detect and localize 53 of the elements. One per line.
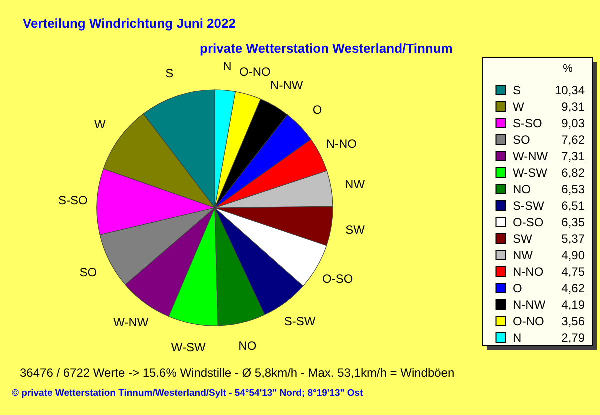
data-label: 3,56	[562, 314, 586, 328]
legend-label: S-SO	[513, 116, 542, 130]
slice-label: O-NO	[240, 64, 271, 79]
legend-label: W	[513, 100, 525, 114]
slice-label: O-SO	[322, 272, 354, 286]
data-label: 9,31	[562, 100, 586, 114]
legend-label: O	[513, 281, 522, 296]
data-label: 6,51	[562, 198, 586, 213]
data-label: 7,31	[562, 149, 586, 164]
slice-label: SO	[80, 265, 98, 280]
data-label: 4,75	[562, 264, 586, 279]
data-label: 4,19	[562, 298, 586, 312]
slice-label: W-SW	[171, 340, 206, 355]
slice-label: N	[223, 60, 232, 74]
slice-label: N-NW	[270, 78, 304, 93]
data-label: 10,34	[554, 83, 586, 98]
data-label: 9,03	[562, 116, 586, 130]
legend-label: N-NW	[513, 298, 546, 312]
slice-label: NW	[345, 178, 366, 192]
slice-label: SW	[346, 223, 366, 238]
chart-subtitle: private Wetterstation Westerland/Tinnum	[200, 41, 453, 56]
legend-label: S	[513, 83, 522, 98]
data-label: 2,79	[562, 330, 586, 345]
data-label: 6,35	[562, 215, 586, 230]
legend-label: NO	[513, 182, 531, 196]
chart-title: Verteilung Windrichtung Juni 2022	[23, 16, 236, 31]
legend-label: SO	[513, 132, 530, 147]
data-label: 5,37	[562, 232, 586, 246]
legend-label: W-SW	[513, 166, 548, 180]
text: 36476 / 6722 Werte -> 15.6% Windstille - Ø 5,8km/h - Max. 53,1km/h = Windböen	[20, 366, 455, 380]
legend-label: N	[513, 330, 522, 345]
slice-label: W	[94, 118, 106, 132]
legend-title: %	[563, 63, 574, 75]
legend-label: W-NW	[513, 149, 549, 164]
slice-label: S-SO	[58, 194, 88, 208]
slice-label: N-NO	[326, 136, 357, 151]
slice-label: W-NW	[114, 316, 150, 330]
slice-label: NO	[238, 339, 257, 354]
legend-label: N-NO	[513, 264, 544, 279]
data-label: 6,82	[562, 166, 586, 180]
legend-label: NW	[513, 248, 534, 262]
legend-label: S-SW	[513, 198, 546, 213]
slice-label: O	[312, 102, 322, 117]
data-label: 4,62	[562, 281, 586, 296]
legend-label: O-SO	[513, 215, 544, 230]
slice-label: S	[166, 66, 174, 80]
text: © private Wetterstation Tinnum/Westerland/Sylt - 54°54'13" Nord; 8°19'13" Ost	[12, 388, 364, 399]
slice-label: S-SW	[284, 314, 316, 329]
data-label: 7,62	[562, 132, 586, 147]
data-label: 6,53	[562, 182, 586, 196]
legend-label: SW	[513, 232, 534, 246]
data-label: 4,90	[562, 248, 586, 262]
legend-label: O-NO	[513, 314, 544, 328]
